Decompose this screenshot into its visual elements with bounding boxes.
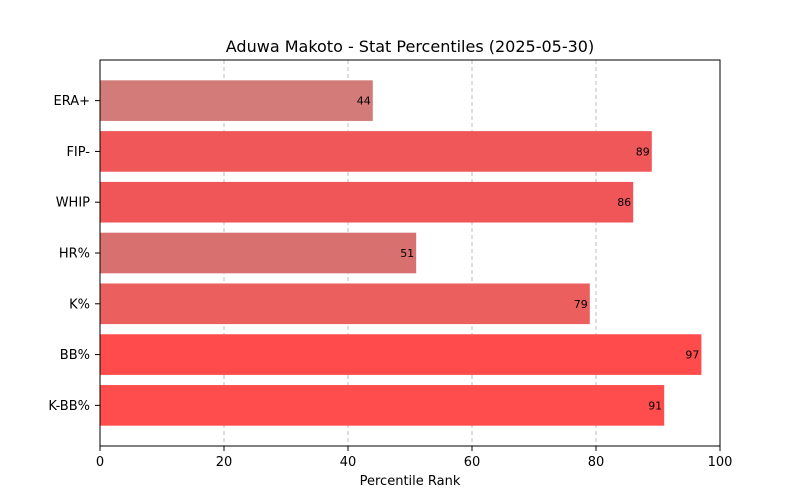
x-axis-label: Percentile Rank: [360, 474, 461, 489]
y-tick-label: BB%: [60, 348, 90, 363]
bar: [100, 131, 652, 172]
bar-value-label: 91: [648, 399, 662, 412]
x-tick-label: 80: [588, 455, 605, 470]
bar: [100, 385, 665, 426]
x-axis-ticks: 0 20 40 60 80 100: [96, 446, 733, 470]
x-tick-label: 0: [96, 455, 104, 470]
y-tick-label: FIP-: [66, 145, 90, 160]
bar-value-label: 79: [574, 298, 588, 311]
x-tick-label: 20: [216, 455, 233, 470]
bar: [100, 283, 590, 325]
bar-value-label: 51: [400, 247, 414, 260]
bar: [100, 334, 702, 375]
bar-value-label: 89: [636, 145, 650, 158]
bars: [100, 80, 702, 426]
y-tick-label: K-BB%: [48, 399, 90, 414]
x-tick-label: 100: [708, 455, 733, 470]
bar-value-label: 44: [357, 95, 371, 108]
y-tick-label: WHIP: [56, 196, 90, 211]
x-tick-label: 60: [464, 455, 481, 470]
y-tick-label: K%: [69, 297, 90, 312]
x-tick-label: 40: [340, 455, 357, 470]
y-tick-label: ERA+: [53, 94, 90, 109]
data-labels: 44 89 86 51 79 97 91: [357, 95, 700, 413]
y-tick-label: HR%: [59, 247, 90, 262]
bar: [100, 80, 373, 121]
chart-title: Aduwa Makoto - Stat Percentiles (2025-05…: [226, 37, 594, 56]
bar: [100, 232, 417, 274]
bar-value-label: 86: [617, 196, 631, 209]
bar-value-label: 97: [685, 349, 699, 362]
y-axis-ticks: ERA+ FIP- WHIP HR% K% BB% K-BB%: [48, 94, 100, 414]
bar: [100, 181, 634, 223]
